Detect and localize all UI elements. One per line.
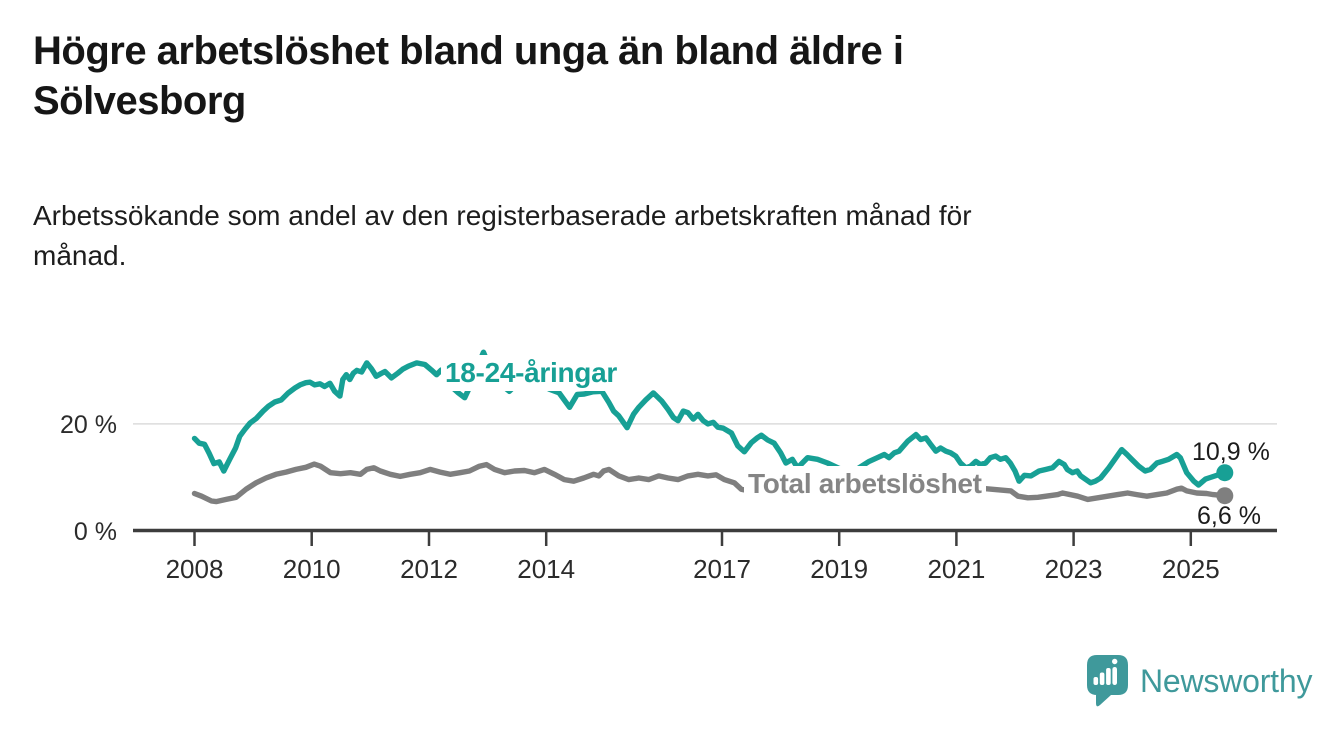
x-tick-label-2025: 2025 xyxy=(1162,554,1220,584)
x-tick-label-2023: 2023 xyxy=(1045,554,1103,584)
series-line-total xyxy=(191,461,1228,505)
x-tick-label-2017: 2017 xyxy=(693,554,751,584)
y-tick-label-20: 20 % xyxy=(60,411,117,439)
end-value-label-total: 6,6 % xyxy=(1197,502,1261,530)
page-title: Högre arbetslöshet bland unga än bland ä… xyxy=(33,29,904,123)
end-dot-18-24 xyxy=(1216,464,1234,482)
end-value-label-18-24: 10,9 % xyxy=(1192,438,1270,466)
end-dot-total xyxy=(1216,487,1234,505)
x-tick-label-2008: 2008 xyxy=(166,554,224,584)
x-tick-label-2014: 2014 xyxy=(517,554,575,584)
newsworthy-logo-icon xyxy=(1087,655,1128,707)
x-tick-label-2010: 2010 xyxy=(283,554,341,584)
y-tick-label-0: 0 % xyxy=(74,518,117,546)
x-tick-label-2021: 2021 xyxy=(927,554,985,584)
x-tick-label-2012: 2012 xyxy=(400,554,458,584)
x-tick-label-2019: 2019 xyxy=(810,554,868,584)
series-label-18-24: 18-24-åringar xyxy=(441,355,621,391)
newsworthy-logo-text: Newsworthy xyxy=(1140,663,1313,699)
series-label-total: Total arbetslöshet xyxy=(744,466,986,502)
newsworthy-logo: Newsworthy xyxy=(1087,654,1312,708)
series-line-18-24 xyxy=(191,349,1228,488)
page-subtitle: Arbetssökande som andel av den registerb… xyxy=(33,200,972,271)
